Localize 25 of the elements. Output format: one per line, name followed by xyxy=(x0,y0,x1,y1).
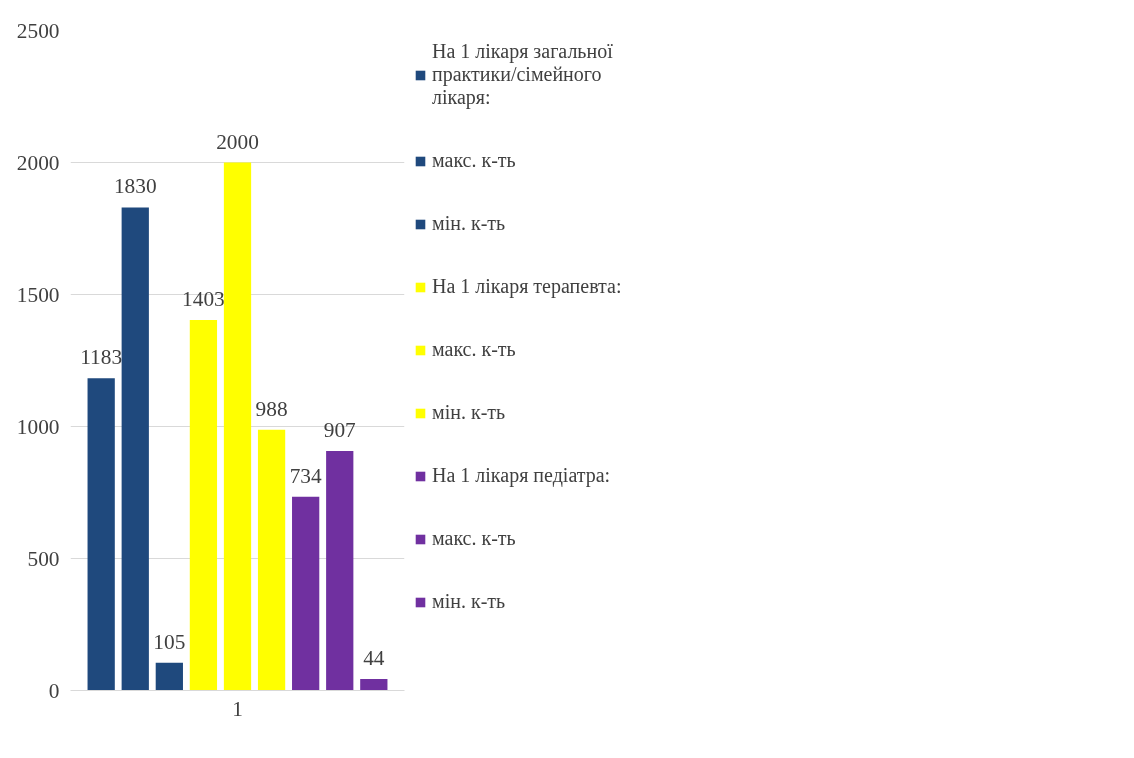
y-tick-label: 2500 xyxy=(16,18,60,43)
data-label: 44 xyxy=(363,645,385,670)
y-tick-label: 1000 xyxy=(16,414,60,439)
y-tick-label: 1500 xyxy=(16,282,60,307)
data-label: 2000 xyxy=(216,129,259,154)
data-label: 1403 xyxy=(182,287,225,312)
y-tick-label: 0 xyxy=(48,678,60,703)
legend-label: На 1 лікаря загальної практики/сімейного лікаря: xyxy=(432,40,613,109)
legend-label: мін. к-ть xyxy=(432,401,506,424)
legend-label: мін. к-ть xyxy=(432,590,506,613)
data-label: 988 xyxy=(255,396,288,421)
data-label: 1830 xyxy=(113,174,157,199)
data-label: 105 xyxy=(153,629,186,654)
legend-label: мін. к-ть xyxy=(432,212,506,235)
legend-label: макс. к-ть xyxy=(432,149,516,172)
data-label: 907 xyxy=(323,418,357,443)
data-label: 734 xyxy=(289,463,322,488)
legend-label: макс. к-ть xyxy=(432,527,516,550)
x-tick-label: 1 xyxy=(232,696,243,721)
legend-label: На 1 лікаря педіатра: xyxy=(432,464,611,487)
y-tick-label: 500 xyxy=(27,546,60,571)
y-tick-label: 2000 xyxy=(16,150,60,175)
data-label: 1183 xyxy=(80,345,123,370)
legend-label: На 1 лікаря терапевта: xyxy=(432,275,622,298)
legend-label: макс. к-ть xyxy=(432,338,516,361)
